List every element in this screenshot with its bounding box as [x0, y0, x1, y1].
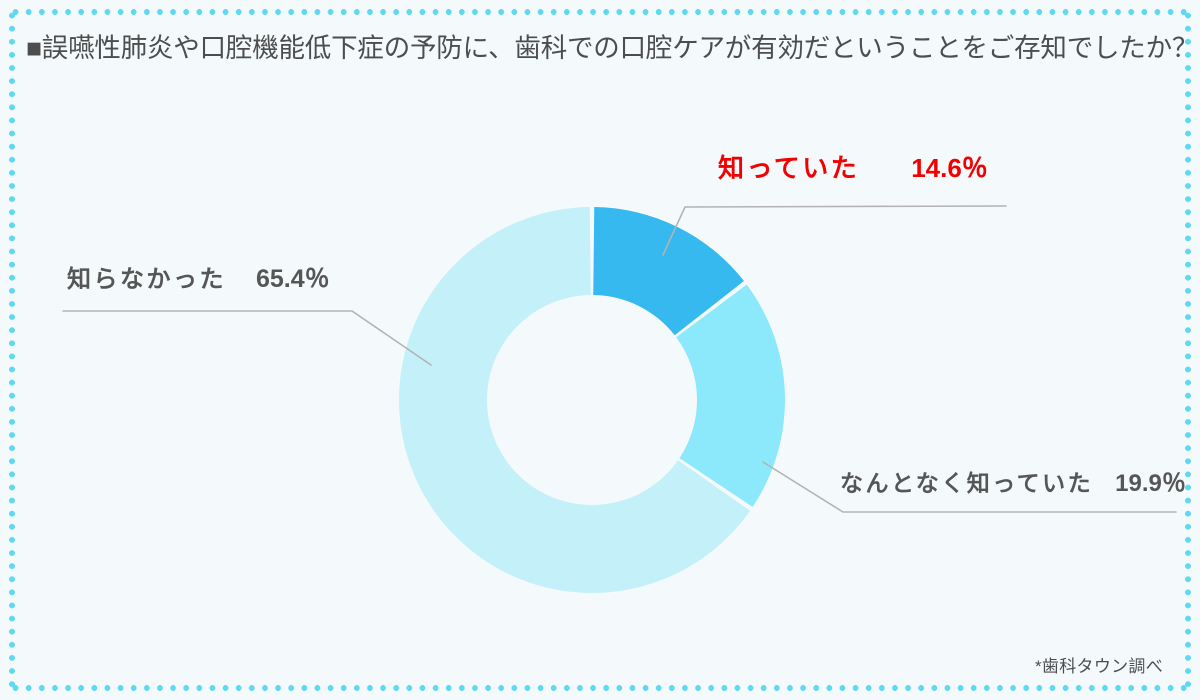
callout-label-known-percent: 14.6％: [911, 153, 988, 183]
leader-line-somewhat: [762, 461, 1177, 513]
donut-segments: [399, 207, 786, 593]
leader-line-unknown: [62, 310, 432, 366]
page-title: ■誤嚥性肺炎や口腔機能低下症の予防に、歯科での口腔ケアが有効だということをご存知…: [26, 33, 1199, 63]
callout-label-known: 知っていた 14.6％: [718, 155, 988, 181]
callout-label-unknown-percent: 65.4％: [256, 265, 330, 293]
source-footnote: *歯科タウン調べ: [1035, 657, 1164, 676]
callout-leader-lines: [62, 205, 1177, 513]
callout-label-somewhat-percent: 19.9％: [1115, 470, 1186, 497]
callout-label-somewhat-name: なんとなく知っていた: [840, 470, 1094, 496]
callout-label-known-name: 知っていた: [718, 153, 860, 183]
leader-line-known: [662, 205, 1007, 256]
callout-label-unknown: 知らなかった 65.4％: [67, 267, 330, 292]
segment-unknown[interactable]: [399, 207, 751, 593]
segment-known[interactable]: [593, 207, 744, 336]
callout-label-somewhat: なんとなく知っていた 19.9％: [840, 472, 1186, 496]
callout-label-unknown-name: 知らなかった: [67, 266, 226, 293]
segment-somewhat[interactable]: [676, 284, 786, 507]
